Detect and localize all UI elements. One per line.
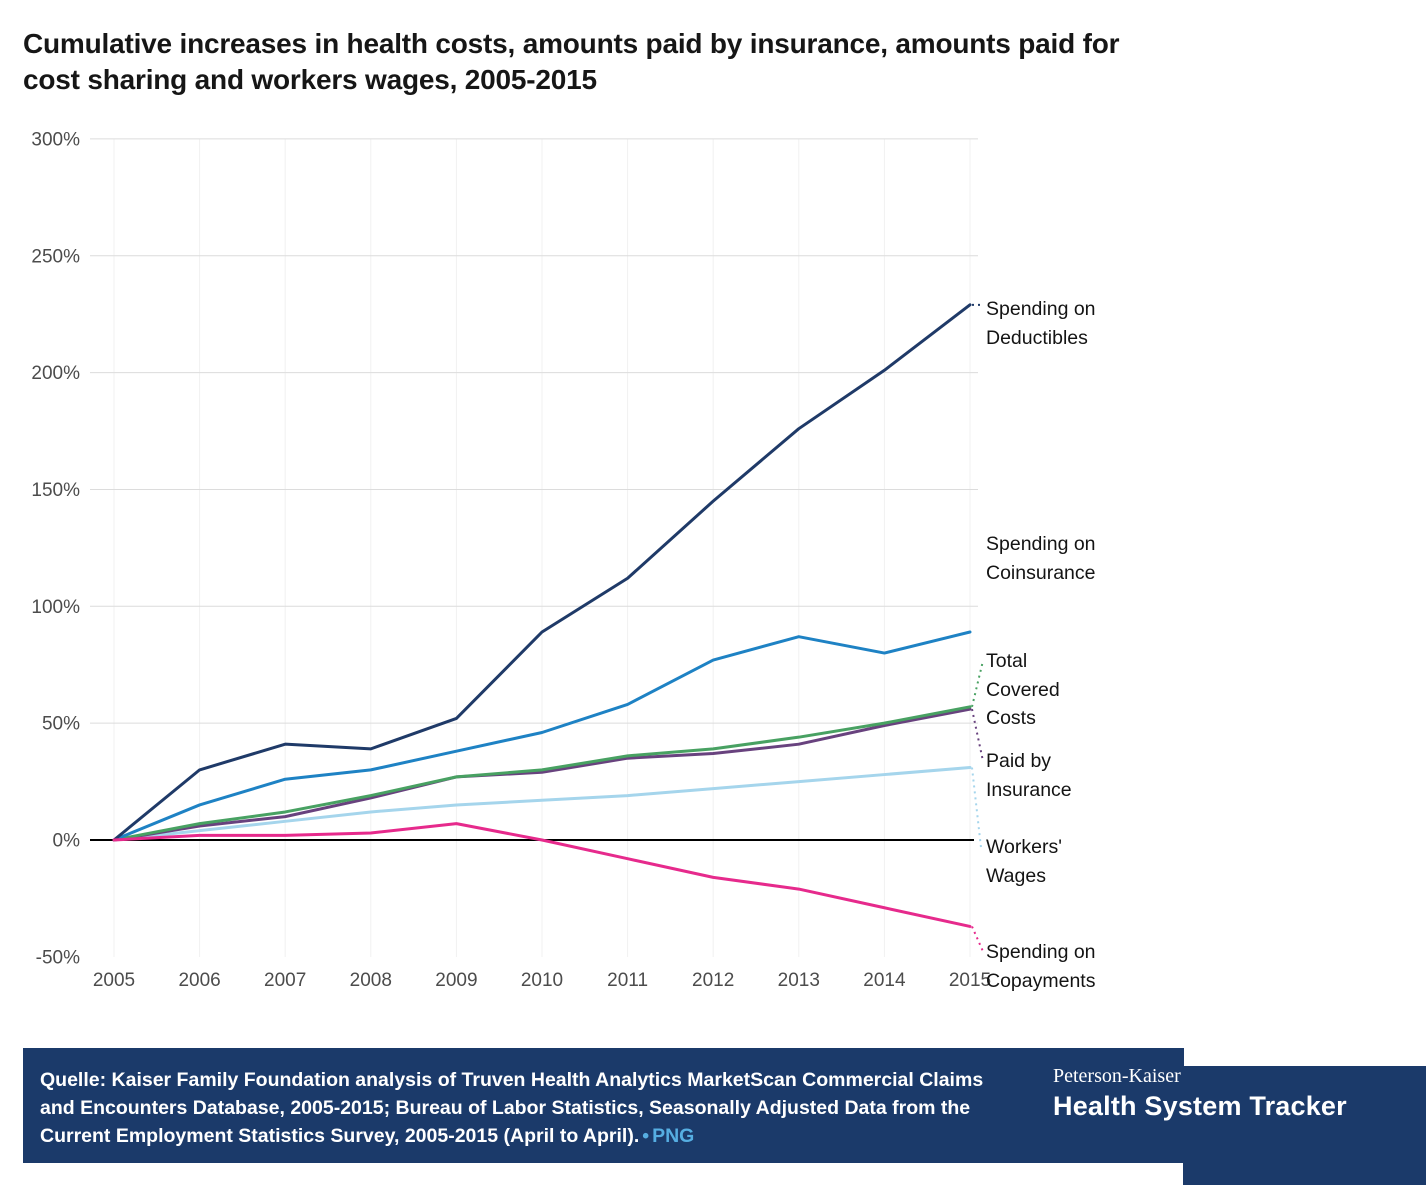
source-text-content: Quelle: Kaiser Family Foundation analysi… [40, 1069, 984, 1147]
y-axis-tick-label: -50% [36, 947, 80, 968]
x-axis-tick-label: 2010 [521, 970, 563, 991]
x-axis-tick-label: 2006 [178, 970, 220, 991]
series-line-spending-on-deductibles [112, 303, 972, 842]
x-axis-tick-label: 2014 [863, 970, 906, 991]
series-label-spending-on-coinsurance: Spending on Coinsurance [986, 533, 1096, 584]
label-connector-spending-on-copayments [971, 926, 984, 952]
y-axis-tick-label: 150% [31, 480, 80, 501]
brand-logo: Peterson-Kaiser Health System Tracker [1053, 1063, 1347, 1123]
series-line-spending-on-coinsurance [112, 630, 972, 842]
series-line-total-covered-costs [112, 705, 972, 842]
line-chart: 300% 250% 200% 150% 100% 50% 0% -50% 2005 2006 200… [31, 129, 991, 991]
x-axis-tick-label: 2009 [435, 970, 477, 991]
source-banner: Quelle: Kaiser Family Foundation analysi… [23, 1048, 1184, 1163]
x-axis-tick-label: 2012 [692, 970, 734, 991]
x-axis-tick-label: 2011 [607, 970, 648, 991]
series-label-spending-on-copayments: Spending on Copayments [986, 941, 1096, 992]
series-line-paid-by-insurance [112, 707, 972, 842]
png-download-link[interactable]: PNG [652, 1125, 695, 1147]
x-axis-tick-label: 2015 [949, 970, 991, 991]
series-line-spending-on-copayments [112, 822, 972, 928]
x-axis-tick-label: 2005 [93, 970, 135, 991]
label-connector-total-covered-costs [971, 660, 984, 708]
series-label-total-covered-costs: Total Covered Costs [986, 650, 1060, 729]
brand-name-health-system-tracker: Health System Tracker [1053, 1091, 1347, 1121]
y-axis-tick-label: 300% [31, 129, 80, 150]
y-axis-tick-label: 200% [31, 363, 80, 384]
y-axis-tick-label: 50% [42, 714, 80, 735]
series-label-paid-by-insurance: Paid by Insurance [986, 750, 1072, 801]
brand-name-peterson-kaiser: Peterson-Kaiser [1053, 1065, 1181, 1087]
series-label-workers-wages: Workers' Wages [986, 836, 1062, 887]
brand-logo-box [1183, 1066, 1426, 1185]
label-connector-workers-wages [971, 767, 982, 848]
x-axis-tick-label: 2007 [264, 970, 306, 991]
chart-title: Cumulative increases in health costs, am… [23, 28, 1120, 95]
y-axis-tick-label: 100% [31, 597, 80, 618]
label-connector-paid-by-insurance [971, 708, 984, 762]
series-line-workers-wages [112, 766, 972, 842]
y-axis-tick-label: 0% [53, 831, 81, 852]
x-axis-tick-label: 2008 [350, 970, 392, 991]
source-text: Quelle: Kaiser Family Foundation analysi… [40, 1066, 1015, 1150]
series-label-spending-on-deductibles: Spending on Deductibles [986, 298, 1096, 349]
y-axis-tick-label: 250% [31, 246, 80, 267]
bullet-separator: • [642, 1125, 650, 1147]
x-axis-tick-label: 2013 [778, 970, 820, 991]
